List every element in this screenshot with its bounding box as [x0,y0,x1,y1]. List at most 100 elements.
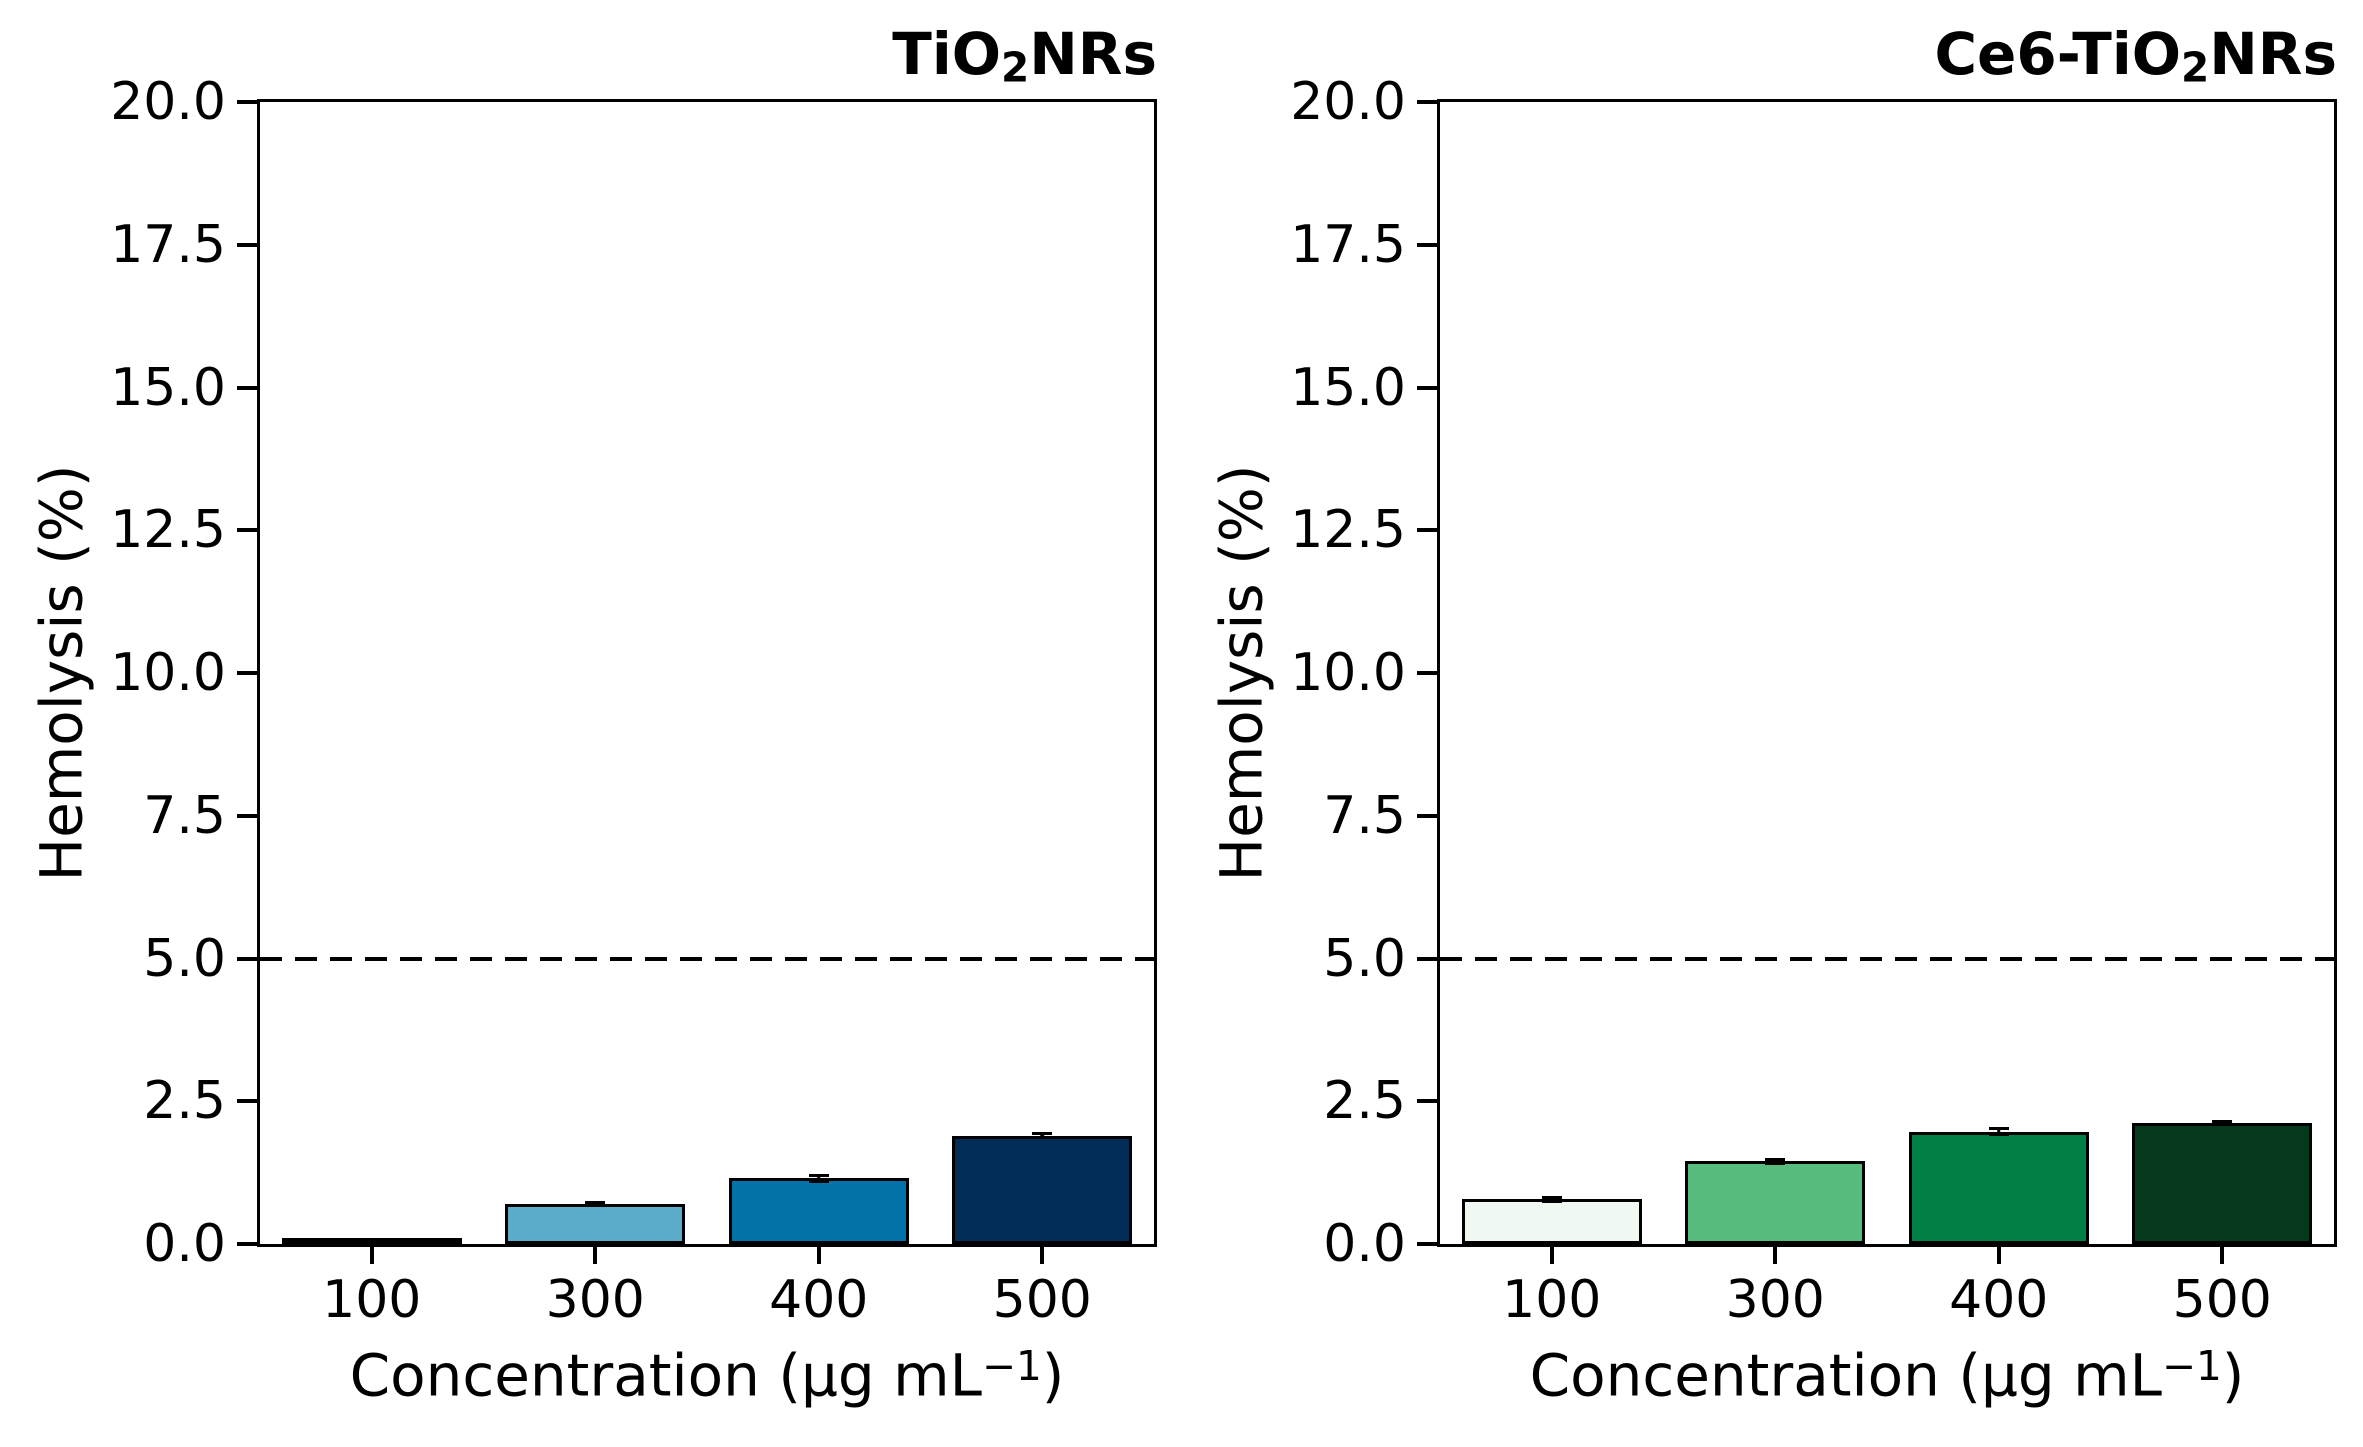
y-tick-mark [1417,956,1437,961]
y-axis-label: Hemolysis (%) [1202,102,1282,1244]
x-tick-mark [369,1244,374,1264]
y-tick-label: 0.0 [1323,1214,1406,1274]
error-bar [1541,1196,1562,1203]
y-tick-mark [1417,1099,1437,1104]
bar [728,1178,909,1244]
y-tick-label: 15.0 [110,357,226,418]
y-tick-label: 5.0 [143,928,226,989]
y-tick-mark [237,671,257,675]
x-tick-label: 100 [322,1270,422,1330]
y-tick-label: 12.5 [110,500,226,561]
y-tick-mark [237,528,257,533]
y-tick-label: 7.5 [143,785,226,846]
y-tick-label: 15.0 [1290,357,1406,418]
error-bar [361,1237,382,1243]
x-tick-label: 400 [769,1270,869,1330]
y-tick-mark [237,100,257,104]
y-tick-label: 10.0 [1290,643,1406,703]
y-tick-label: 5.0 [1323,928,1406,989]
x-tick-label: 300 [545,1270,645,1330]
error-bar [1765,1157,1786,1165]
x-tick-mark [816,1244,821,1264]
chart-title: TiO2NRs [892,25,1157,88]
bar [505,1204,686,1244]
error-bar-cap-bottom [1541,1199,1562,1203]
text-run: Concentration (μg mL [349,1341,982,1410]
plot-area-tio2nrs: TiO2NRs Hemolysis (%) Concentration (μg … [28,25,1157,1404]
y-tick-label: 12.5 [1290,500,1406,561]
text-run: ) [1041,1341,1065,1410]
y-tick-mark [237,242,257,247]
text-run: ) [2221,1341,2245,1410]
threshold-line [1440,956,2334,961]
x-axis-label: Concentration (μg mL−1) [1440,1346,2334,1405]
x-tick-mark [2220,1244,2225,1264]
y-tick-mark [1417,242,1437,247]
error-bar-stem [1997,1126,2001,1137]
x-tick-label: 300 [1725,1270,1825,1330]
threshold-line [260,956,1154,961]
y-tick-mark [237,385,257,390]
y-tick-label: 20.0 [1290,72,1406,132]
y-tick-mark [1417,1242,1437,1246]
error-bar [1032,1131,1053,1140]
bar [2132,1123,2313,1244]
y-tick-mark [1417,385,1437,390]
chart-title: Ce6-TiO2NRs [1934,25,2337,88]
error-bar-cap-top [585,1200,606,1205]
text-run: Concentration (μg mL [1529,1341,2162,1410]
error-bar-cap-bottom [808,1179,829,1183]
error-bar-cap-bottom [361,1238,382,1243]
error-bar [1988,1126,2009,1137]
x-tick-label: 500 [2172,1270,2272,1330]
error-bar-cap-bottom [1032,1135,1053,1140]
y-tick-label: 17.5 [110,214,226,275]
error-bar [585,1200,606,1208]
y-tick-label: 7.5 [1323,785,1406,846]
text-run: NRs [2209,20,2337,89]
x-tick-mark [593,1244,598,1264]
x-tick-mark [1996,1244,2001,1264]
text-sup: −1 [981,1342,1042,1390]
error-bar-cap-top [1032,1131,1053,1135]
error-bar-cap-bottom [1988,1132,2009,1137]
x-tick-label: 400 [1949,1270,2049,1330]
error-bar-cap-bottom [585,1203,606,1208]
y-axis-label-text: Hemolysis (%) [1208,464,1277,882]
x-tick-label: 500 [992,1270,1092,1330]
error-bar-cap-top [1765,1157,1786,1162]
error-bar [808,1173,829,1183]
text-sup: −1 [2161,1342,2222,1390]
text-run: NRs [1029,20,1157,89]
error-bar-stem [817,1173,821,1183]
x-axis-label: Concentration (μg mL−1) [260,1346,1154,1405]
error-bar-cap-top [808,1173,829,1178]
bar [1908,1132,2089,1244]
y-tick-mark [1417,528,1437,533]
y-axis-label-text: Hemolysis (%) [28,464,97,882]
error-bar [2212,1119,2233,1127]
plot-area-ce6-tio2nrs: Ce6-TiO2NRs Hemolysis (%) Concentration … [1208,25,2337,1404]
x-tick-mark [1549,1244,1554,1264]
y-tick-label: 0.0 [143,1214,226,1274]
x-tick-mark [1773,1244,1778,1264]
bar [952,1136,1133,1244]
y-tick-mark [1417,671,1437,675]
error-bar-stem [1040,1131,1044,1140]
y-tick-mark [237,1242,257,1246]
y-tick-mark [1417,100,1437,104]
x-tick-mark [1040,1244,1045,1264]
y-tick-mark [1417,813,1437,818]
y-tick-label: 20.0 [110,72,226,132]
y-tick-label: 17.5 [1290,214,1406,275]
text-sub: 2 [2181,43,2210,92]
bar [1685,1161,1866,1244]
y-axis-label: Hemolysis (%) [22,102,102,1244]
y-tick-label: 2.5 [143,1071,226,1132]
y-tick-label: 10.0 [110,643,226,703]
y-tick-mark [237,1099,257,1104]
text-run: Ce6-TiO [1934,20,2182,89]
y-tick-mark [237,956,257,961]
y-tick-mark [237,813,257,818]
